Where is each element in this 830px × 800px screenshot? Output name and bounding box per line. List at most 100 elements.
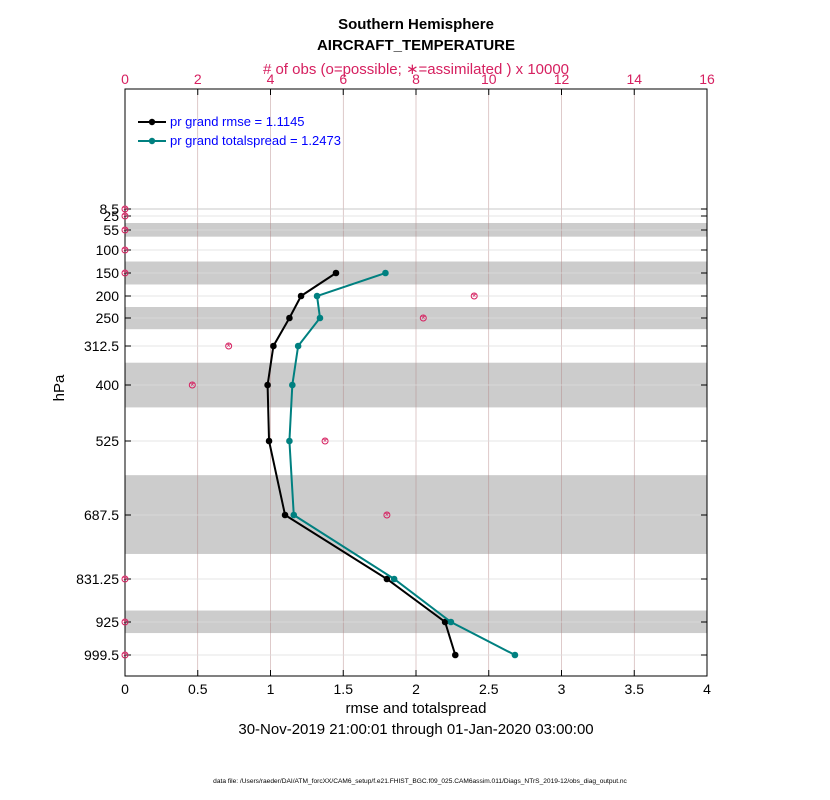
rmse-point-9 <box>451 651 459 659</box>
y-tick-label-10: 687.5 <box>84 507 119 523</box>
y-tick-label-5: 200 <box>96 288 120 304</box>
chart-subtitle: AIRCRAFT_TEMPERATURE <box>317 37 515 54</box>
obs-possible-11 <box>121 575 129 583</box>
obs-possible-1 <box>121 212 129 220</box>
y-tick-label-6: 250 <box>96 310 120 326</box>
y-tick-label-12: 925 <box>96 614 120 630</box>
chart-title: Southern Hemisphere <box>338 16 494 33</box>
legend-rmse-marker <box>148 118 156 126</box>
spread-point-1 <box>313 292 321 300</box>
y-tick-label-8: 400 <box>96 377 120 393</box>
rmse-point-7 <box>383 575 391 583</box>
top-tick-label-5: 10 <box>481 71 497 87</box>
top-tick-label-1: 2 <box>194 71 202 87</box>
top-tick-label-4: 8 <box>412 71 420 87</box>
obs-possible-7 <box>225 342 233 350</box>
obs-possible-13 <box>121 651 129 659</box>
obs-possible-3 <box>121 246 129 254</box>
spread-point-3 <box>294 342 302 350</box>
top-axis-label: # of obs (o=possible; ∗=assimilated ) x … <box>263 61 569 78</box>
obs-assimilated-13: * <box>123 651 128 663</box>
x-tick-label-5: 2.5 <box>479 681 499 697</box>
x-tick-label-0: 0 <box>121 681 129 697</box>
obs-possible-5 <box>470 292 478 300</box>
spread-line <box>288 272 516 656</box>
obs-possible-8 <box>188 381 196 389</box>
rmse-point-6 <box>281 511 289 519</box>
top-tick-label-8: 16 <box>699 71 715 87</box>
y-tick-label-7: 312.5 <box>84 338 119 354</box>
top-tick-label-6: 12 <box>554 71 570 87</box>
legend-rmse-label: pr grand rmse = 1.1145 <box>170 114 305 129</box>
obs-assimilated-4: * <box>123 269 128 281</box>
obs-assimilated-10: * <box>385 511 390 523</box>
obs-possible-6 <box>419 314 427 322</box>
y-tick-label-1: 25 <box>103 208 119 224</box>
spread-point-4 <box>289 381 296 389</box>
obs-possible-9 <box>321 437 329 445</box>
spread-point-8 <box>447 618 455 626</box>
rmse-point-0 <box>332 269 340 277</box>
obs-assimilated-7: * <box>227 342 232 354</box>
y-tick-label-0: 8.5 <box>100 201 120 217</box>
y-tick-label-9: 525 <box>96 433 120 449</box>
spread-point-5 <box>286 437 293 445</box>
spread-point-9 <box>511 651 519 659</box>
spread-point-0 <box>382 269 389 277</box>
x-tick-label-2: 1 <box>267 681 275 697</box>
top-tick-label-7: 14 <box>626 71 642 87</box>
date-range: 30-Nov-2019 21:00:01 through 01-Jan-2020… <box>238 721 593 738</box>
rmse-point-5 <box>265 437 273 445</box>
obs-assimilated-2: * <box>123 226 128 238</box>
obs-possible-2 <box>121 226 129 234</box>
top-axis-ticks: 0 2 4 6 8 10 12 14 16 <box>121 71 715 95</box>
data-file-footnote: data file: /Users/raeder/DAI/ATM_forcXX/… <box>213 778 627 785</box>
obs-possible-12 <box>121 618 129 626</box>
y-tick-label-4: 150 <box>96 265 120 281</box>
rmse-point-1 <box>297 292 305 300</box>
spread-point-2 <box>316 314 324 322</box>
y-axis-label: hPa <box>51 374 68 401</box>
x-axis-label: rmse and totalspread <box>346 700 487 717</box>
obs-assimilated-8: * <box>190 381 195 393</box>
y-tick-label-3: 100 <box>96 242 120 258</box>
obs-assimilated-3: * <box>123 246 128 258</box>
obs-assimilated-11: * <box>123 575 128 587</box>
grid-lines <box>125 89 707 676</box>
obs-assimilated-5: * <box>472 292 477 304</box>
rmse-line <box>266 272 457 656</box>
rmse-point-3 <box>270 342 277 350</box>
top-tick-label-3: 6 <box>339 71 347 87</box>
spread-point-7 <box>390 575 398 583</box>
rmse-point-8 <box>441 618 449 626</box>
obs-possible-4 <box>121 269 129 277</box>
obs-assimilated-12: * <box>123 618 128 630</box>
legend: pr grand rmse = 1.1145 pr grand totalspr… <box>138 114 341 148</box>
obs-possible-0 <box>121 205 129 213</box>
y-tick-label-11: 831.25 <box>76 571 119 587</box>
y-tick-label-2: 55 <box>103 222 119 238</box>
spread-point-6 <box>290 511 298 519</box>
rmse-point-4 <box>264 381 271 389</box>
rmse-point-2 <box>286 314 293 322</box>
obs-possible-10 <box>383 511 391 519</box>
y-tick-label-13: 999.5 <box>84 647 119 663</box>
top-tick-label-0: 0 <box>121 71 129 87</box>
x-tick-label-4: 2 <box>412 681 420 697</box>
x-tick-label-3: 1.5 <box>334 681 354 697</box>
obs-assimilated-9: * <box>323 437 328 449</box>
x-axis-ticks: 0 0.5 1 1.5 2 2.5 3 3.5 4 <box>121 670 711 697</box>
obs-markers: ************** <box>121 205 478 663</box>
obs-assimilated-6: * <box>421 314 426 326</box>
obs-assimilated-1: * <box>123 212 128 224</box>
legend-spread-marker <box>148 137 156 145</box>
series-layer <box>264 269 519 659</box>
x-tick-label-8: 4 <box>703 681 711 697</box>
x-tick-label-1: 0.5 <box>188 681 208 697</box>
x-tick-label-6: 3 <box>558 681 566 697</box>
x-tick-label-7: 3.5 <box>625 681 645 697</box>
legend-spread-label: pr grand totalspread = 1.2473 <box>170 133 341 148</box>
